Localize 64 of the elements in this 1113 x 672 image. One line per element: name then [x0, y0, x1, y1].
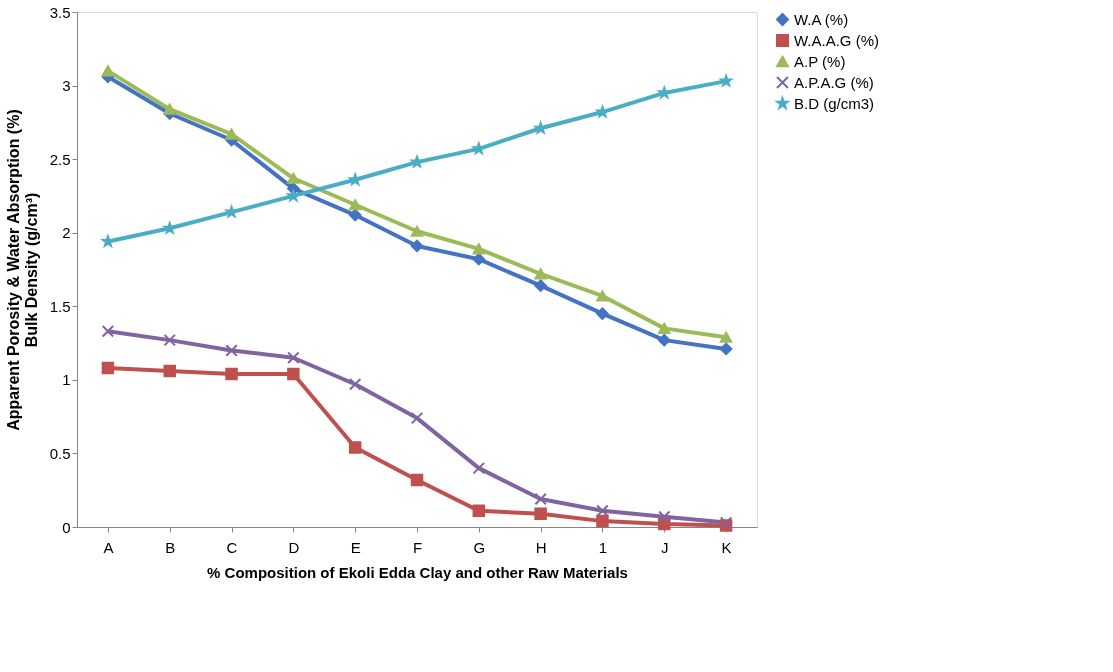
- point: [163, 364, 176, 378]
- legend-label: A.P (%): [794, 52, 846, 70]
- point: [471, 140, 485, 156]
- point: [596, 307, 609, 320]
- point: [348, 378, 362, 391]
- point: [225, 128, 238, 140]
- point: [163, 333, 176, 347]
- legend-label: B.D (g/cm3): [794, 94, 875, 112]
- x-tick-label: B: [165, 538, 176, 556]
- y-tick-label: 1: [62, 371, 71, 389]
- point: [410, 473, 424, 487]
- point: [596, 504, 609, 518]
- x-tick-label: F: [412, 538, 423, 556]
- y-tick-label: 0: [62, 518, 71, 536]
- legend-label: W.A (%): [794, 10, 849, 28]
- point: [287, 367, 300, 381]
- point: [534, 268, 547, 280]
- point: [472, 243, 486, 255]
- point: [410, 239, 424, 253]
- x-tick-label: G: [473, 538, 486, 556]
- x-tick-label: C: [226, 538, 238, 556]
- point: [658, 333, 671, 347]
- x-tick-label: H: [535, 538, 547, 556]
- y-tick-label: 2: [62, 224, 71, 242]
- y-tick-label: 3.5: [49, 3, 71, 21]
- x-axis-title: % Composition of Ekoli Edda Clay and other Raw Materials: [207, 563, 628, 581]
- point: [225, 367, 238, 381]
- point: [534, 279, 547, 292]
- point: [596, 290, 609, 302]
- point: [658, 322, 671, 334]
- legend-label: A.P.A.G (%): [794, 73, 874, 91]
- point: [101, 65, 115, 77]
- point: [163, 103, 176, 115]
- point: [719, 331, 733, 343]
- point: [348, 199, 362, 211]
- point: [719, 342, 733, 356]
- y-tick-label: 1.5: [49, 297, 71, 315]
- point: [101, 361, 115, 375]
- point: [472, 252, 486, 266]
- point: [472, 461, 486, 475]
- y-axis-title: Apparent Porosity & Water Absorption (%) Bulk Density (g/cm³): [4, 109, 40, 431]
- y-tick-label: 3: [62, 77, 71, 95]
- y-tick-label: 2.5: [49, 150, 71, 168]
- x-tick-label: J: [661, 538, 669, 556]
- point: [534, 507, 547, 520]
- point: [287, 351, 300, 365]
- x-tick-label: E: [350, 538, 361, 556]
- x-tick-label: D: [288, 538, 300, 556]
- x-tick-label: K: [721, 538, 732, 556]
- point: [287, 172, 300, 184]
- x-tick-label: A: [103, 538, 114, 556]
- point: [658, 510, 671, 523]
- point: [223, 204, 238, 219]
- point: [348, 441, 362, 454]
- y-tick-label: 0.5: [49, 444, 71, 462]
- point: [225, 344, 238, 357]
- point: [410, 225, 424, 237]
- point: [472, 504, 486, 518]
- point: [534, 492, 547, 506]
- legend-label: W.A.A.G (%): [794, 31, 880, 49]
- point: [101, 325, 115, 338]
- x-tick-label: 1: [598, 538, 608, 556]
- point: [348, 208, 362, 222]
- point: [596, 514, 609, 528]
